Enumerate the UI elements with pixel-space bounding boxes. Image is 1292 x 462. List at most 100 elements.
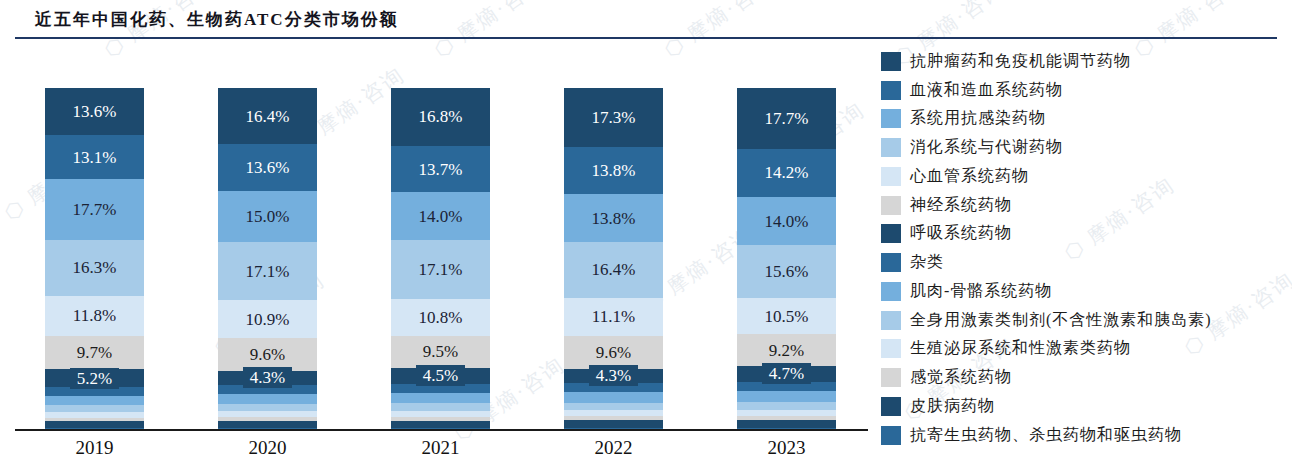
segment-value-label: 4.5% bbox=[416, 365, 465, 386]
segment-value-label: 17.7% bbox=[765, 110, 809, 127]
legend-item: 神经系统药物 bbox=[881, 191, 1212, 220]
segment-value-label: 17.7% bbox=[73, 201, 117, 218]
bar-segment: 4.5% bbox=[391, 368, 490, 383]
bar-segment bbox=[737, 402, 836, 410]
bar-segment: 17.1% bbox=[218, 242, 317, 300]
bar-segment bbox=[218, 421, 317, 428]
segment-value-label: 16.3% bbox=[73, 259, 117, 276]
legend-swatch bbox=[881, 426, 901, 445]
legend-item-label: 血液和造血系统药物 bbox=[910, 80, 1063, 101]
bar-segment: 17.3% bbox=[564, 88, 663, 147]
segment-value-label: 9.2% bbox=[769, 342, 804, 359]
segment-value-label: 15.6% bbox=[765, 263, 809, 280]
segment-value-label: 16.4% bbox=[246, 108, 290, 125]
bar-segment bbox=[391, 421, 490, 428]
bar-segment: 4.7% bbox=[737, 366, 836, 382]
legend-swatch bbox=[881, 224, 901, 243]
bar-segment: 11.8% bbox=[45, 296, 144, 336]
bar-segment: 10.9% bbox=[218, 300, 317, 337]
legend-item: 感觉系统药物 bbox=[881, 363, 1212, 392]
report-figure: 近五年中国化药、生物药ATC分类市场份额 13.6% 13.1% 17.7% 16.3… bbox=[0, 0, 1292, 462]
stacked-bar-2019: 13.6%13.1%17.7%16.3%11.8%9.7%5.2% bbox=[45, 88, 144, 430]
bar-segment: 11.1% bbox=[564, 298, 663, 336]
segment-value-label: 17.1% bbox=[419, 261, 463, 278]
segment-value-label: 14.0% bbox=[419, 208, 463, 225]
segment-value-label: 10.9% bbox=[246, 311, 290, 328]
bar-segment: 14.0% bbox=[737, 197, 836, 245]
stacked-bar-2020: 16.4% 13.6% 15.0% 17.1% 10.9% 9.6% 4.3% bbox=[218, 88, 317, 430]
bar-segment: 4.3% bbox=[218, 371, 317, 386]
bar-segment: 13.6% bbox=[218, 144, 317, 191]
bar-segment: 14.2% bbox=[737, 149, 836, 198]
legend-item: 皮肤病药物 bbox=[881, 392, 1212, 421]
legend-swatch bbox=[881, 397, 901, 416]
segment-value-label: 14.2% bbox=[765, 164, 809, 181]
legend-item: 全身用激素类制剂(不含性激素和胰岛素) bbox=[881, 306, 1212, 335]
bar-segment: 17.7% bbox=[737, 88, 836, 149]
bar-segment bbox=[391, 393, 490, 403]
bar-segment bbox=[218, 404, 317, 411]
segment-value-label: 17.3% bbox=[592, 109, 636, 126]
legend-item-label: 系统用抗感染药物 bbox=[910, 108, 1046, 129]
bar-segment: 13.8% bbox=[564, 147, 663, 194]
legend-item: 系统用抗感染药物 bbox=[881, 105, 1212, 134]
bar-segment bbox=[218, 394, 317, 404]
legend-item: 呼吸系统药物 bbox=[881, 220, 1212, 249]
legend-swatch bbox=[881, 311, 901, 330]
legend-item: 肌肉-骨骼系统药物 bbox=[881, 277, 1212, 306]
bar-segment: 10.5% bbox=[737, 298, 836, 334]
segment-value-label: 4.3% bbox=[589, 365, 638, 386]
segment-value-label: 16.8% bbox=[419, 108, 463, 125]
segment-value-label: 10.5% bbox=[765, 308, 809, 325]
stacked-bar-2022: 17.3% 13.8% 13.8% 16.4%11.1% 9.6% 4.3% bbox=[564, 88, 663, 430]
bar-segment: 13.6% bbox=[45, 88, 144, 135]
segment-value-label: 13.8% bbox=[592, 162, 636, 179]
x-axis-label: 2022 bbox=[564, 437, 663, 459]
chart-title: 近五年中国化药、生物药ATC分类市场份额 bbox=[35, 8, 399, 31]
x-axis-label: 2019 bbox=[45, 437, 144, 459]
bar-segment: 5.2% bbox=[45, 369, 144, 387]
legend-swatch bbox=[881, 167, 901, 186]
legend-swatch bbox=[881, 138, 901, 157]
bar-segment bbox=[391, 403, 490, 411]
segment-value-label: 15.0% bbox=[246, 208, 290, 225]
legend-swatch bbox=[881, 368, 901, 387]
segment-value-label: 9.6% bbox=[596, 344, 631, 361]
legend-item-label: 抗肿瘤药和免疫机能调节药物 bbox=[910, 51, 1131, 72]
bar-segment bbox=[737, 420, 836, 427]
legend-swatch bbox=[881, 196, 901, 215]
bar-segment: 4.3% bbox=[564, 369, 663, 384]
legend-item-label: 呼吸系统药物 bbox=[910, 223, 1012, 244]
bar-segment: 17.1% bbox=[391, 240, 490, 298]
bar-segment: 16.4% bbox=[218, 88, 317, 144]
bar-segment bbox=[564, 420, 663, 427]
legend-item: 生殖泌尿系统和性激素类药物 bbox=[881, 335, 1212, 364]
legend: 抗肿瘤药和免疫机能调节药物血液和造血系统药物系统用抗感染药物消化系统与代谢药物心… bbox=[881, 47, 1212, 450]
bar-segment: 9.5% bbox=[391, 336, 490, 368]
bar-segment: 15.0% bbox=[218, 191, 317, 242]
bar-segment: 16.8% bbox=[391, 88, 490, 145]
legend-item: 消化系统与代谢药物 bbox=[881, 133, 1212, 162]
bar-segment bbox=[45, 396, 144, 406]
segment-value-label: 13.6% bbox=[73, 103, 117, 120]
bar-segment: 9.6% bbox=[218, 338, 317, 371]
legend-item-label: 全身用激素类制剂(不含性激素和胰岛素) bbox=[910, 310, 1212, 331]
segment-value-label: 13.8% bbox=[592, 210, 636, 227]
segment-value-label: 11.8% bbox=[73, 307, 116, 324]
bar-segment: 16.4% bbox=[564, 242, 663, 298]
bar-segment: 15.6% bbox=[737, 245, 836, 298]
x-axis-line bbox=[15, 429, 868, 431]
segment-value-label: 13.1% bbox=[73, 149, 117, 166]
legend-item: 杂类 bbox=[881, 248, 1212, 277]
legend-item-label: 杂类 bbox=[910, 252, 944, 273]
segment-value-label: 4.3% bbox=[243, 367, 292, 388]
x-axis-label: 2023 bbox=[737, 437, 836, 459]
title-underline bbox=[15, 37, 1277, 39]
legend-swatch bbox=[881, 109, 901, 128]
bar-segment: 14.0% bbox=[391, 192, 490, 240]
plot-area: 13.6%13.1%17.7%16.3%11.8%9.7%5.2%201916.… bbox=[0, 0, 880, 462]
legend-item: 血液和造血系统药物 bbox=[881, 76, 1212, 105]
segment-value-label: 4.7% bbox=[762, 363, 811, 384]
legend-swatch bbox=[881, 52, 901, 71]
segment-value-label: 9.6% bbox=[250, 346, 285, 363]
